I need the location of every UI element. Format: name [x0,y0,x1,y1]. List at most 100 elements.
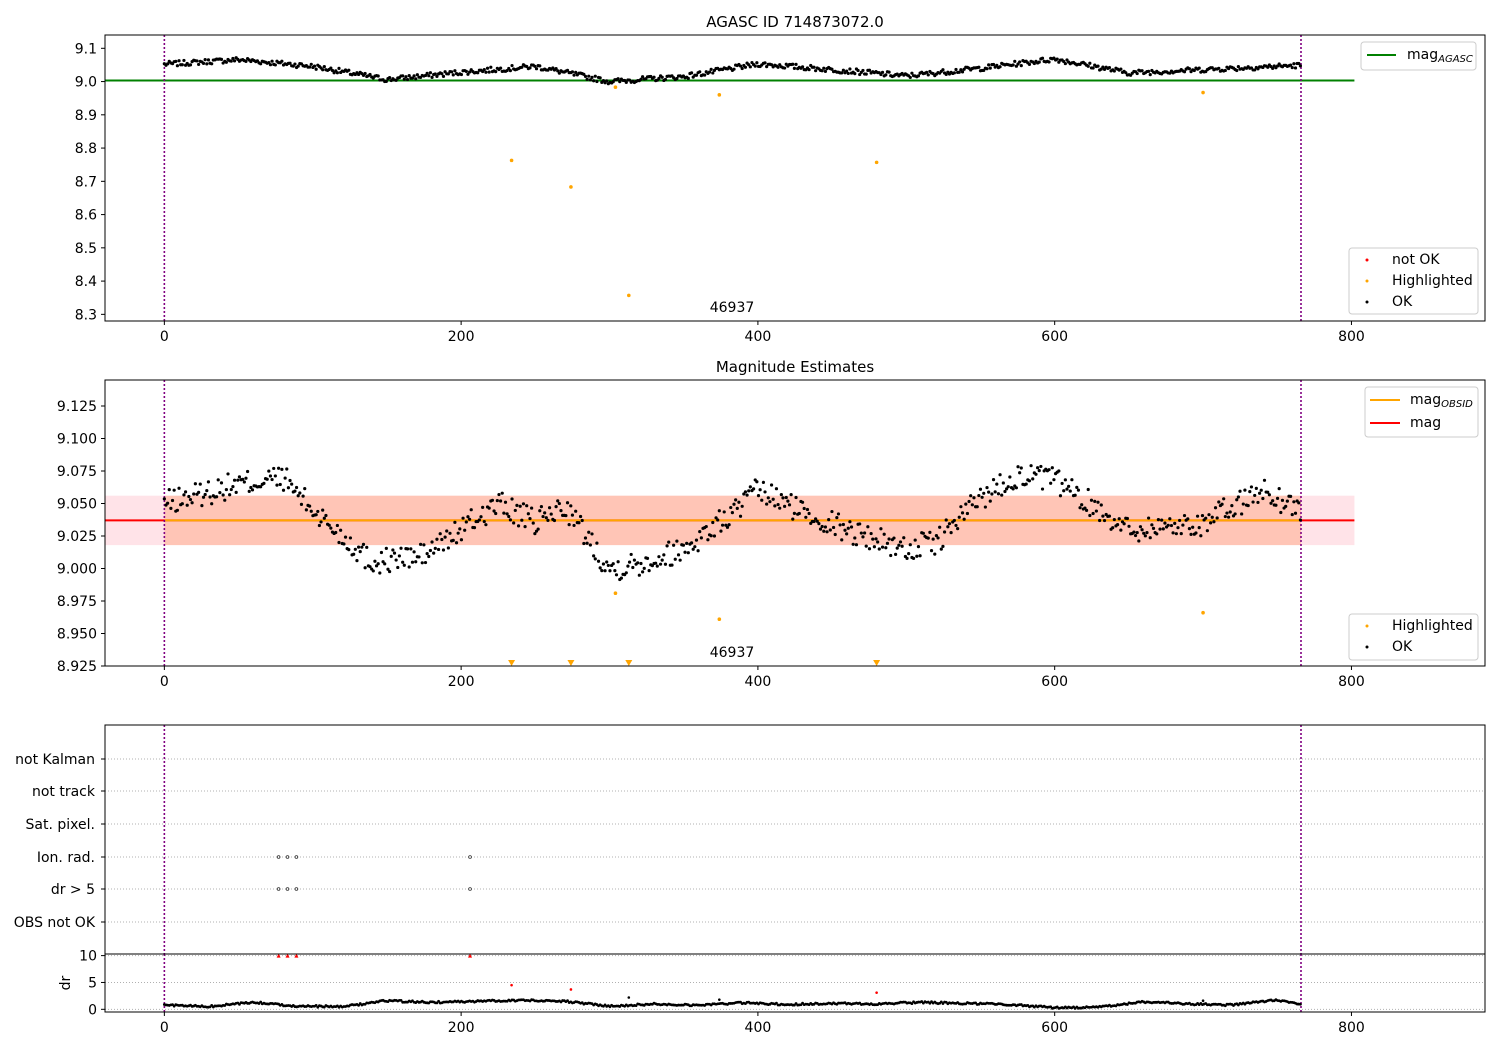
agasc-legend-ok: OK [1392,294,1413,310]
magnitude-ok-point [241,477,245,481]
magnitude-ok-point [361,542,366,546]
magnitude-ok-point [991,478,996,482]
agasc-ok-point [1292,62,1296,66]
magnitude-ok-point [900,544,904,548]
magnitude-ok-point [556,499,560,503]
magnitude-ok-point [763,490,767,494]
magnitude-ok-point [177,486,181,490]
agasc-ok-point [525,64,529,69]
magnitude-ok-point [1204,516,1208,520]
magnitude-ok-point [352,552,356,556]
magnitude-xtick-label: 200 [448,674,475,690]
magnitude-legend-mag-line: mag [1410,415,1441,431]
agasc-ok-point [415,73,419,77]
magnitude-ok-point [854,543,859,547]
magnitude-ok-point [1011,487,1015,491]
magnitude-ok-point [831,525,836,530]
dr-high-marker [276,953,281,958]
magnitude-ok-point [389,554,393,558]
agasc-ok-point [624,80,628,85]
magnitude-ok-point [583,536,588,540]
flags-category-label: Sat. pixel. [26,817,95,833]
magnitude-ok-point [1078,506,1082,510]
agasc-ok-point [598,76,602,80]
magnitude-ok-point [422,543,426,547]
agasc-ok-point [639,77,643,81]
magnitude-ok-point [593,557,597,561]
magnitude-ok-point [1084,508,1089,512]
magnitude-ok-point [823,525,828,529]
magnitude-ok-point [283,476,287,480]
magnitude-ok-point [342,542,346,546]
magnitude-ok-point [719,529,723,533]
magnitude-ok-point [290,482,294,486]
magnitude-ok-point [867,547,872,551]
magnitude-ok-point [170,498,175,503]
agasc-ok-point [776,65,780,69]
magnitude-ok-point [817,522,821,526]
magnitude-ok-point [267,469,271,473]
magnitude-ok-point [1189,532,1193,537]
magnitude-ok-point [1102,518,1107,523]
magnitude-ok-point [508,518,512,522]
agasc-ok-point [570,70,575,74]
magnitude-ok-point [894,552,898,556]
magnitude-ok-point [1220,502,1224,506]
agasc-legend-highlighted: Highlighted [1392,273,1473,289]
agasc-ok-point [1018,60,1022,64]
magnitude-ok-point [1248,490,1252,494]
magnitude-ok-point [1135,530,1139,535]
magnitude-ok-point [430,540,434,544]
magnitude-ok-point [1091,511,1095,516]
magnitude-ok-point [830,509,834,514]
magnitude-ok-point [210,502,214,506]
magnitude-ok-point [371,569,375,573]
magnitude-ok-point [1195,514,1200,518]
magnitude-ok-point [853,536,857,540]
magnitude-ok-point [704,524,708,529]
magnitude-ok-point [355,559,359,563]
magnitude-ytick-label: 9.100 [57,432,97,448]
agasc-ok-point [384,79,388,83]
agasc-ok-point [1088,61,1092,65]
magnitude-ok-point [1060,481,1064,486]
magnitude-ok-point [693,545,697,549]
magnitude-ok-point [1125,516,1129,521]
magnitude-ok-point [632,558,637,562]
flags-point [468,855,472,859]
magnitude-ok-point [453,520,457,524]
magnitude-ok-point [654,561,658,565]
agasc-xtick-label: 0 [160,329,169,345]
agasc-ok-point [494,70,498,74]
magnitude-ok-point [938,525,942,529]
magnitude-ok-point [642,566,646,570]
magnitude-ok-point [414,560,418,564]
agasc-ok-point [312,64,317,68]
magnitude-ok-point [477,518,481,522]
agasc-ok-point [197,62,201,67]
agasc-ok-point [910,71,914,75]
magnitude-ytick-label: 9.125 [57,399,97,415]
magnitude-ok-point [275,483,279,487]
magnitude-ok-point [685,541,689,545]
magnitude-ok-point [1119,528,1123,532]
magnitude-ok-point [237,475,242,479]
magnitude-ok-point [1160,518,1164,522]
agasc-ok-point [485,66,490,70]
agasc-ok-point [308,65,312,69]
magnitude-ok-point [676,553,681,557]
magnitude-ok-point [608,569,612,573]
magnitude-ok-point [309,509,313,513]
magnitude-ok-point [1018,471,1022,475]
magnitude-ok-point [484,523,488,527]
magnitude-ok-point [895,546,899,550]
agasc-ok-point [595,79,599,84]
magnitude-ok-point [1228,510,1232,514]
magnitude-ok-point [1052,478,1056,482]
magnitude-ok-point [280,467,284,471]
magnitude-ok-point [172,488,176,492]
agasc-ytick-label: 8.7 [75,174,97,190]
magnitude-ok-point [595,541,599,545]
agasc-ok-point [794,62,798,66]
magnitude-ok-point [807,511,811,516]
